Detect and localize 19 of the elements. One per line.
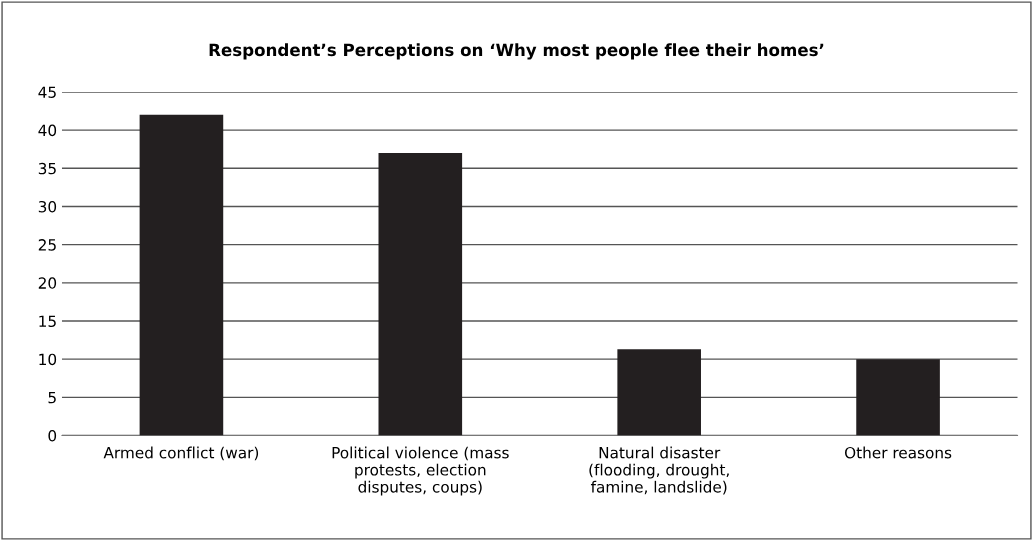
bar (139, 114, 224, 436)
y-tick-label: 35 (38, 162, 56, 175)
y-tick-label: 40 (38, 124, 57, 137)
bar (856, 359, 940, 436)
y-tick-label: 0 (48, 429, 57, 442)
x-tick-label: Natural disaster (flooding, drought, famine, landslide) (589, 446, 729, 495)
x-tick-label: Other reasons (844, 446, 952, 459)
bar (617, 349, 701, 436)
x-tick-label: Armed conflict (war) (103, 446, 259, 461)
y-tick-label: 25 (38, 239, 56, 251)
x-tick-label: Political violence (mass protests, election disputes, coups) (332, 446, 509, 496)
y-tick-label: 45 (38, 86, 56, 98)
y-tick-label: 20 (38, 277, 57, 289)
y-tick-label: 30 (38, 200, 57, 213)
y-tick-label: 15 (39, 315, 56, 328)
y-tick-label: 10 (39, 353, 57, 366)
bar (378, 153, 463, 436)
y-tick-label: 5 (48, 392, 56, 404)
chart-title: Respondent’s Perceptions on ‘Why most people flee their homes’ (209, 43, 824, 60)
